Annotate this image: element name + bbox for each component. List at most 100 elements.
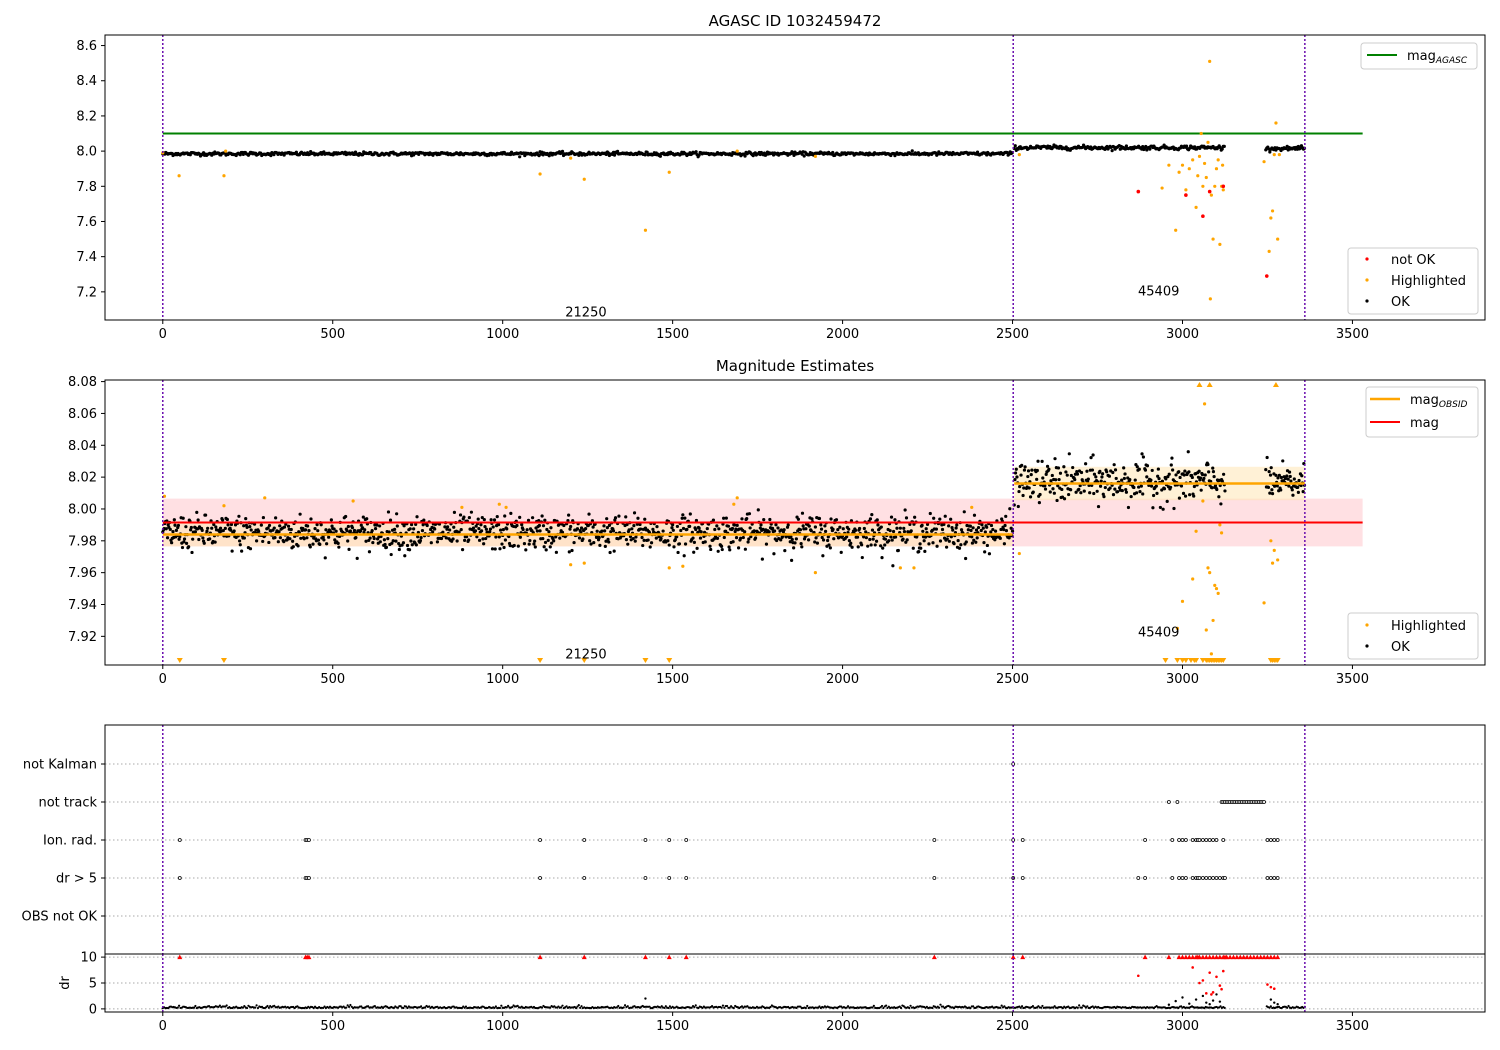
ok-point [482, 517, 486, 522]
flag-point [932, 876, 937, 880]
ok-point [321, 535, 325, 539]
flag-point [538, 876, 542, 880]
ok-point [862, 526, 866, 531]
ok-point [171, 529, 175, 534]
ok-point [600, 529, 604, 533]
ok-point [1095, 489, 1099, 493]
ok-point [694, 527, 698, 532]
ok-point [773, 529, 777, 533]
ok-point [1100, 475, 1104, 479]
ok-point [182, 540, 186, 544]
ok-point [1009, 526, 1013, 530]
y-axis-label: dr [58, 976, 73, 990]
dr-point [732, 1006, 735, 1010]
ok-point [240, 549, 244, 553]
ok-point [860, 543, 864, 547]
ok-point [931, 541, 935, 545]
highlighted-point [1208, 59, 1212, 63]
ok-point [315, 523, 319, 527]
ok-point [1071, 465, 1075, 470]
ok-point [603, 544, 607, 548]
ok-point [409, 539, 413, 543]
ok-point [789, 535, 793, 539]
clipped-low-marker [581, 658, 588, 663]
dr-flagged-point [1137, 974, 1140, 978]
ok-point [698, 536, 703, 540]
legend-label-highlighted: Highlighted [1391, 274, 1466, 289]
ok-point [187, 545, 191, 549]
highlighted-point [1017, 153, 1021, 157]
ok-point [1044, 472, 1048, 476]
ok-point [697, 153, 701, 157]
ok-point [716, 549, 720, 553]
ok-point [911, 546, 915, 550]
ok-point [680, 516, 684, 520]
highlighted-point [1187, 167, 1191, 171]
ok-point [909, 529, 913, 533]
ok-point [1157, 476, 1161, 481]
flag-point [684, 838, 689, 842]
x-tick-label: 3500 [1336, 672, 1369, 687]
ok-point [813, 540, 817, 544]
dr-clipped-marker [1186, 954, 1192, 960]
ok-point [921, 529, 925, 533]
highlighted-point [813, 571, 817, 575]
dr-point [511, 1005, 514, 1009]
ok-point [501, 528, 505, 532]
ok-point [849, 541, 853, 545]
ok-point [1019, 473, 1023, 477]
flags-panel: not Kalman not track Ion. rad. dr > 5 OBS no… [22, 724, 1486, 955]
ok-point [450, 539, 454, 543]
dr-point [746, 1005, 749, 1008]
highlighted-point [1177, 170, 1181, 174]
ok-point [266, 526, 270, 530]
ok-point [944, 545, 949, 549]
ok-point [1043, 487, 1048, 491]
legend-bottom: Highlighted OK [1347, 612, 1479, 660]
ok-point [1123, 472, 1127, 476]
ok-point [730, 526, 735, 531]
ok-point [1002, 527, 1006, 532]
ok-point [212, 522, 216, 527]
ok-point [745, 516, 749, 521]
y-tick-label: 8.6 [76, 39, 97, 54]
ok-point [1079, 470, 1084, 475]
ok-point [671, 523, 675, 527]
ok-point [940, 527, 945, 532]
dr-point [938, 1006, 941, 1009]
x-tick-label: 2500 [996, 672, 1029, 687]
not-ok-point [1136, 189, 1141, 194]
ok-point [572, 540, 576, 545]
ok-point [579, 526, 584, 530]
ok-point [409, 522, 414, 527]
ok-point [1120, 478, 1124, 482]
ok-point [394, 539, 398, 543]
ok-point [1269, 466, 1273, 470]
ok-point [1103, 485, 1107, 490]
ok-point [993, 538, 997, 542]
ok-point [1132, 485, 1136, 490]
dr-panel: 0 5 10 0 500 1000 1500 2000 2500 3000 3500 dr [58, 951, 1486, 1034]
ok-point [1086, 477, 1090, 481]
ok-point [1197, 469, 1201, 473]
ok-point [1151, 493, 1156, 498]
ok-point [1122, 466, 1126, 470]
ok-point [460, 548, 465, 552]
not-ok-point [1221, 184, 1226, 189]
x-tick-label: 500 [320, 1019, 345, 1034]
ok-point [1270, 492, 1275, 496]
ok-point [416, 535, 420, 539]
ok-point [1171, 468, 1175, 472]
ok-point [1202, 476, 1206, 480]
ok-point [567, 550, 571, 554]
dr-point [1276, 1003, 1279, 1006]
ok-point [174, 528, 178, 532]
dr-point [541, 1006, 544, 1009]
ok-point [779, 538, 783, 542]
ok-point [200, 528, 204, 532]
ok-point [1222, 472, 1226, 476]
dr-point [1188, 1002, 1191, 1005]
dr-flagged-point [1204, 992, 1208, 995]
highlighted-point [1194, 529, 1198, 533]
ok-point [717, 527, 721, 531]
